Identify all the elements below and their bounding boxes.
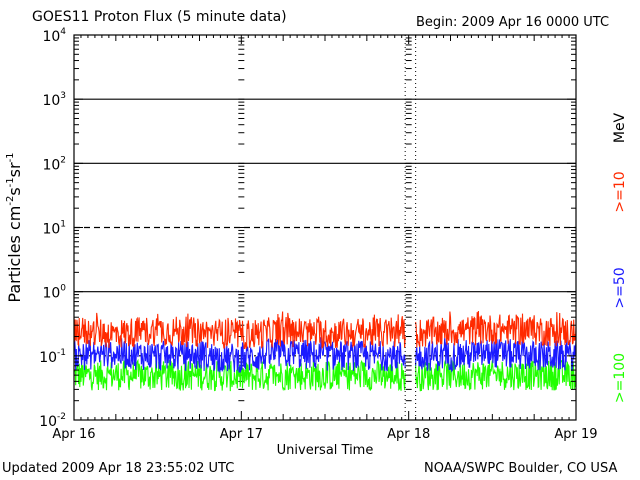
- legend-ge100: >=100: [612, 353, 628, 403]
- y-tick-label: 10-2: [39, 412, 66, 430]
- source-credit: NOAA/SWPC Boulder, CO USA: [424, 461, 618, 476]
- y-tick-label: 10-1: [39, 348, 66, 366]
- y-tick-label: 102: [42, 155, 66, 173]
- series-trace: [415, 310, 577, 348]
- legend-ge50: >=50: [612, 267, 628, 308]
- y-tick-label: 101: [42, 220, 66, 238]
- x-tick-label: Apr 18: [387, 427, 430, 442]
- data-gap: [404, 35, 417, 420]
- chart-title: GOES11 Proton Flux (5 minute data): [32, 9, 287, 25]
- y-tick-label: 104: [42, 27, 66, 45]
- y-tick-label: 103: [42, 91, 66, 109]
- updated-timestamp: Updated 2009 Apr 18 23:55:02 UTC: [2, 461, 235, 476]
- axes: [73, 34, 577, 421]
- y-axis-label: Particles cm-2s-1sr-1: [5, 152, 24, 302]
- legend-ge10: >=10: [612, 171, 628, 212]
- y-tick-label: 100: [42, 284, 66, 302]
- series-trace: [73, 358, 406, 392]
- x-tick-label: Apr 19: [554, 427, 597, 442]
- x-tick-label: Apr 16: [52, 427, 95, 442]
- x-tick-label: Apr 17: [220, 427, 263, 442]
- x-axis-label: Universal Time: [277, 443, 374, 458]
- begin-date: Begin: 2009 Apr 16 0000 UTC: [416, 15, 610, 30]
- axis-labels: 10-2 10-1 100 101 102 103 104 Apr 16 Apr 17 Apr 1…: [5, 27, 598, 458]
- legend: MeV >=10 >=50 >=100: [612, 112, 628, 403]
- series-traces: [73, 310, 577, 392]
- legend-unit: MeV: [612, 112, 628, 143]
- series-trace: [415, 359, 577, 392]
- series-trace: [73, 311, 406, 350]
